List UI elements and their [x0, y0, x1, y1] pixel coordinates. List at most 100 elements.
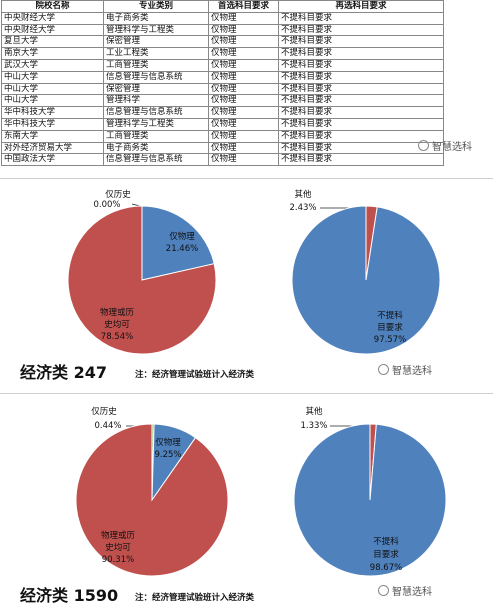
cell-major: 管理科学: [103, 94, 209, 108]
table-row: 中山大学 信息管理与信息系统 仅物理 不提科目要求: [1, 70, 444, 84]
cell-school: 中央财经大学: [1, 11, 104, 25]
cell-first-subject: 仅物理: [208, 35, 279, 49]
slice-label: 不提科: [377, 310, 403, 321]
table-row: 东南大学 工商管理类 仅物理 不提科目要求: [1, 129, 444, 143]
cell-school: 中央财经大学: [1, 23, 104, 37]
header-school: 院校名称: [1, 0, 104, 13]
cell-second-subject: 不提科目要求: [278, 58, 444, 72]
cell-second-subject: 不提科目要求: [278, 23, 444, 37]
cell-second-subject: 不提科目要求: [278, 70, 444, 84]
pie-slice: [141, 205, 215, 281]
cell-major: 工商管理类: [103, 58, 209, 72]
table-row: 中央财经大学 管理科学与工程类 仅物理 不提科目要求: [1, 23, 444, 37]
cell-second-subject: 不提科目要求: [278, 94, 444, 108]
cell-first-subject: 仅物理: [208, 106, 279, 119]
table-row: 中山大学 管理科学 仅物理 不提科目要求: [1, 94, 444, 108]
slice-label: 不提科: [373, 536, 399, 547]
cell-school: 武汉大学: [1, 58, 104, 72]
cell-first-subject: 仅物理: [208, 82, 279, 96]
slice-percent: 97.57%: [374, 335, 406, 345]
cell-first-subject: 仅物理: [208, 58, 279, 72]
pie-chart-4: 其他 1.33% 不提科目要求 98.67%: [293, 406, 447, 577]
cell-first-subject: 仅物理: [208, 153, 279, 167]
cell-major: 工业工程类: [103, 47, 209, 60]
section-title-2: 经济类 1590: [20, 586, 118, 605]
cell-major: 管理科学与工程类: [103, 117, 209, 131]
slice-percent: 1.33%: [300, 421, 327, 431]
cell-first-subject: 仅物理: [208, 47, 279, 60]
cell-school: 复旦大学: [1, 35, 104, 49]
pie-slice: [75, 423, 229, 577]
cell-second-subject: 不提科目要求: [278, 117, 444, 131]
slice-label: 仅物理: [169, 231, 195, 242]
pie-slice: [67, 205, 217, 355]
slice-percent: 98.67%: [370, 563, 402, 573]
divider-2: [0, 393, 493, 394]
header-second-subject: 再选科目要求: [278, 0, 444, 13]
cell-school: 华中科技大学: [1, 106, 104, 119]
slice-label: 物理或历: [101, 530, 136, 541]
cell-school: 华中科技大学: [1, 117, 104, 131]
slice-label: 其他: [305, 406, 323, 417]
cell-school: 南京大学: [1, 47, 104, 60]
cell-first-subject: 仅物理: [208, 141, 279, 155]
slice-label-cont: 史均可: [104, 319, 130, 330]
cell-second-subject: 不提科目要求: [278, 82, 444, 96]
cell-second-subject: 不提科目要求: [278, 153, 444, 167]
slice-label-cont: 目要求: [377, 322, 403, 333]
table-row: 武汉大学 工商管理类 仅物理 不提科目要求: [1, 58, 444, 72]
slice-label: 其他: [294, 189, 312, 200]
table-row: 南京大学 工业工程类 仅物理 不提科目要求: [1, 47, 444, 60]
section-note-1: 注：经济管理试验班计入经济类: [135, 369, 255, 380]
slice-label-cont: 史均可: [105, 542, 131, 553]
section-note-2: 注：经济管理试验班计入经济类: [135, 592, 255, 603]
divider-1: [0, 178, 493, 179]
table-row: 华中科技大学 信息管理与信息系统 仅物理 不提科目要求: [1, 106, 444, 119]
cell-school: 中山大学: [1, 94, 104, 108]
wechat-icon: [418, 140, 429, 151]
wechat-icon: [378, 364, 389, 375]
cell-first-subject: 仅物理: [208, 11, 279, 25]
cell-second-subject: 不提科目要求: [278, 11, 444, 25]
slice-percent: 0.44%: [94, 421, 121, 431]
section-title-1: 经济类 247: [20, 363, 107, 382]
cell-school: 中山大学: [1, 70, 104, 84]
watermark-section-2: 智慧选科: [378, 583, 432, 598]
table-row: 华中科技大学 管理科学与工程类 仅物理 不提科目要求: [1, 117, 444, 131]
table-row: 中央财经大学 电子商务类 仅物理 不提科目要求: [1, 11, 444, 25]
watermark-text: 智慧选科: [392, 587, 432, 598]
chart-section-2: 经济类 1590 注：经济管理试验班计入经济类 仅历史 0.44% 仅物理 9.25%…: [20, 406, 447, 605]
cell-first-subject: 仅物理: [208, 70, 279, 84]
slice-label: 仅历史: [105, 189, 131, 200]
slice-percent: 2.43%: [289, 203, 316, 213]
cell-major: 信息管理与信息系统: [103, 70, 209, 84]
cell-major: 保密管理: [103, 82, 209, 96]
table-body: 中央财经大学 电子商务类 仅物理 不提科目要求 中央财经大学 管理科学与工程类 仅物理 不提科…: [1, 11, 444, 167]
cell-school: 中国政法大学: [1, 153, 104, 167]
slice-percent: 21.46%: [166, 244, 198, 254]
cell-second-subject: 不提科目要求: [278, 47, 444, 60]
cell-major: 工商管理类: [103, 129, 209, 143]
table-row: 中国政法大学 信息管理与信息系统 仅物理 不提科目要求: [1, 153, 444, 167]
header-major: 专业类别: [103, 0, 209, 13]
watermark-section-1: 智慧选科: [378, 362, 432, 377]
pie-chart-2: 其他 2.43% 不提科目要求 97.57%: [289, 189, 441, 355]
cell-major: 电子商务类: [103, 141, 209, 155]
slice-percent: 9.25%: [154, 450, 181, 460]
slice-percent: 0.00%: [93, 200, 120, 210]
slice-label: 物理或历: [100, 307, 135, 318]
cell-school: 东南大学: [1, 129, 104, 143]
cell-first-subject: 仅物理: [208, 117, 279, 131]
cell-first-subject: 仅物理: [208, 129, 279, 143]
cell-major: 电子商务类: [103, 11, 209, 25]
cell-first-subject: 仅物理: [208, 23, 279, 37]
subject-requirements-table-container: 院校名称 专业类别 首选科目要求 再选科目要求 中央财经大学 电子商务类 仅物理 不提…: [1, 0, 444, 167]
header-first-subject: 首选科目要求: [208, 0, 279, 13]
cell-school: 中山大学: [1, 82, 104, 96]
pie-slice: [291, 205, 441, 355]
watermark-top: 智慧选科: [418, 138, 472, 153]
table-row: 中山大学 保密管理 仅物理 不提科目要求: [1, 82, 444, 96]
